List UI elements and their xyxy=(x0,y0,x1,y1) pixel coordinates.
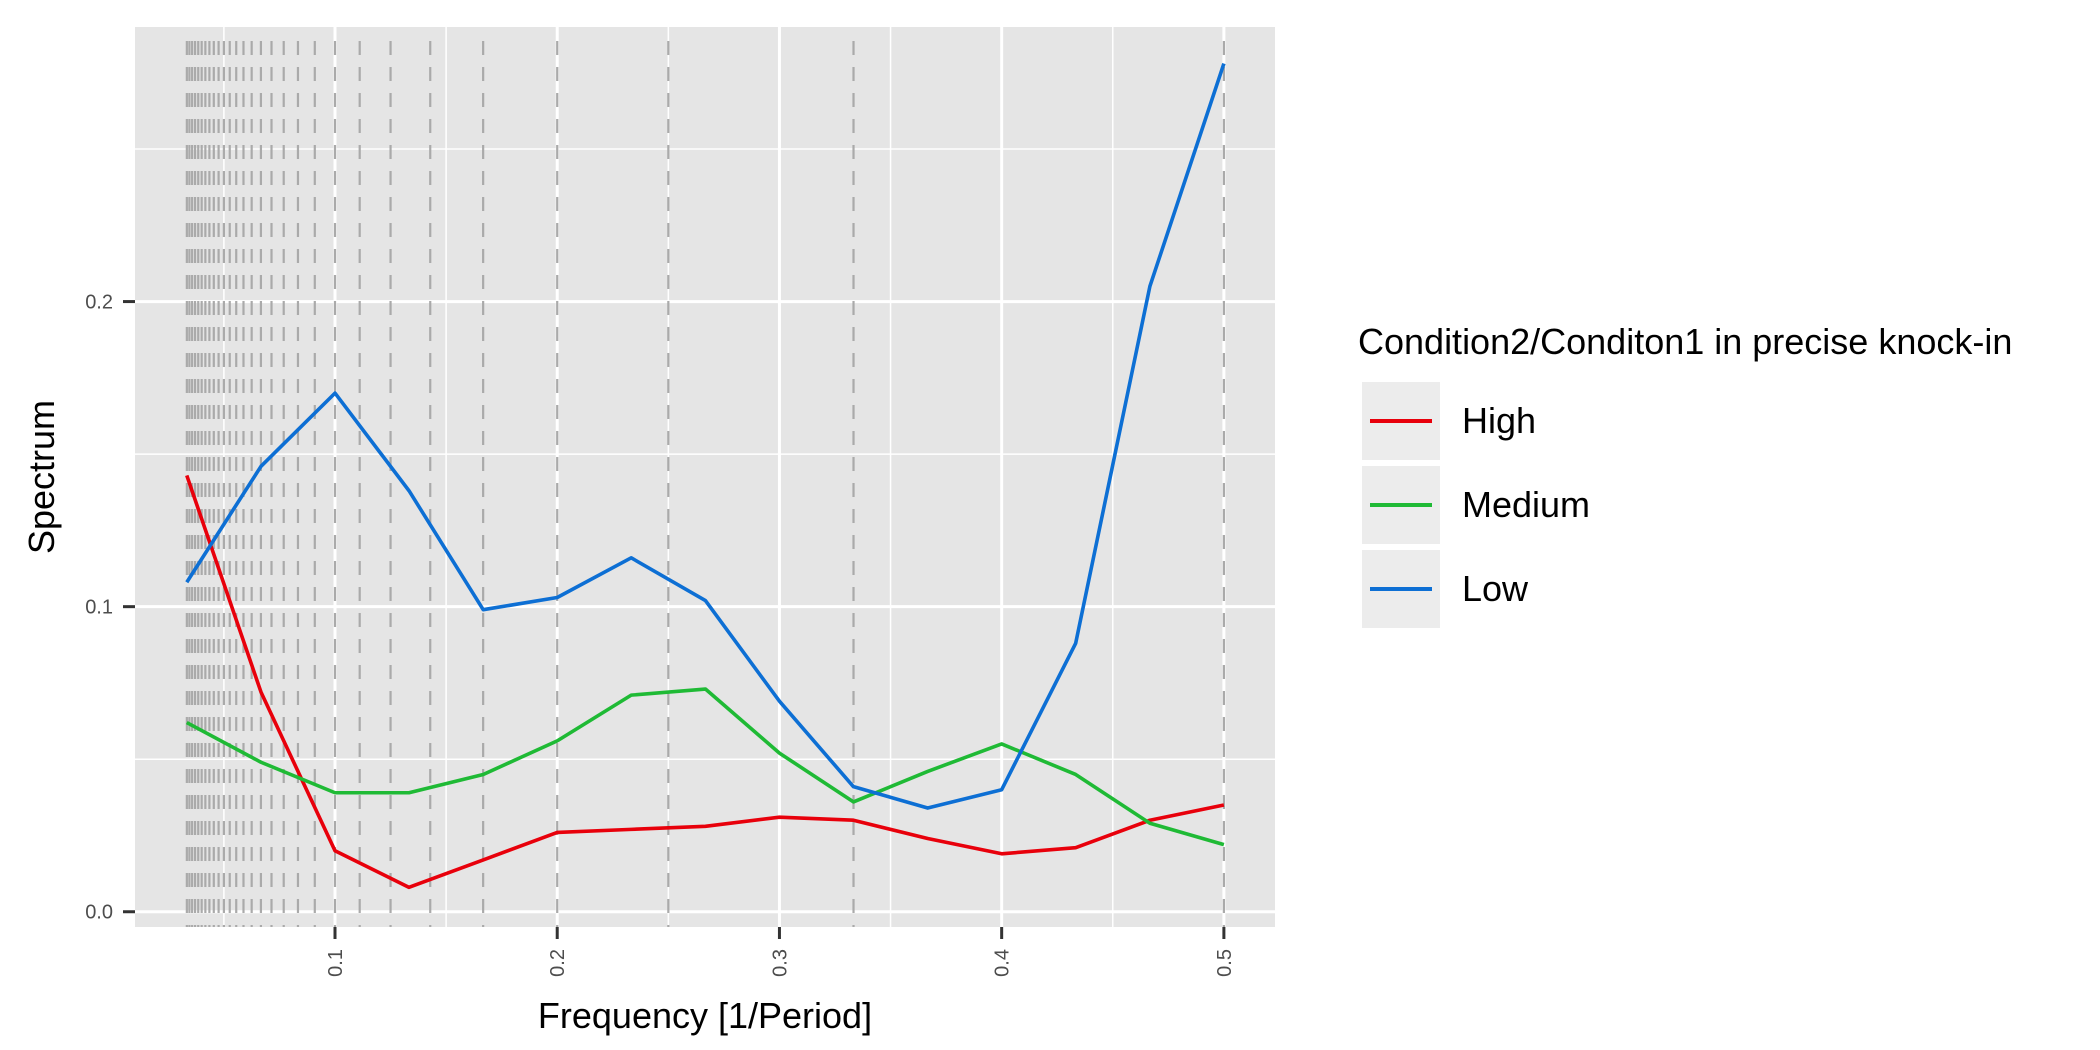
legend-items: High Medium Low xyxy=(1362,382,1590,628)
x-tick-label-3: 0.4 xyxy=(992,949,1014,977)
y-tick-label-0: 0.0 xyxy=(85,902,113,924)
legend-label-low: Low xyxy=(1462,568,1529,609)
y-tick-label-1: 0.1 xyxy=(85,597,113,619)
legend: Condition2/Conditon1 in precise knock-in… xyxy=(1358,321,2012,628)
axes: 0.0 0.1 0.2 0.1 0.2 0.3 0.4 0.5 xyxy=(85,292,1236,977)
y-tick-label-2: 0.2 xyxy=(85,292,113,314)
series-lines xyxy=(185,63,1226,890)
legend-label-medium: Medium xyxy=(1462,484,1590,525)
series-line-medium xyxy=(185,687,1225,847)
x-tick-label-1: 0.2 xyxy=(547,949,569,977)
y-axis-title: Spectrum xyxy=(21,400,62,554)
series-line-high xyxy=(185,474,1225,890)
x-tick-label-2: 0.3 xyxy=(769,949,791,977)
x-axis-title: Frequency [1/Period] xyxy=(538,995,872,1036)
x-tick-label-0: 0.1 xyxy=(325,949,347,977)
legend-label-high: High xyxy=(1462,400,1536,441)
legend-title: Condition2/Conditon1 in precise knock-in xyxy=(1358,321,2012,362)
plot-panel xyxy=(135,27,1275,927)
series-line-low xyxy=(185,63,1226,810)
x-tick-label-4: 0.5 xyxy=(1214,949,1236,977)
